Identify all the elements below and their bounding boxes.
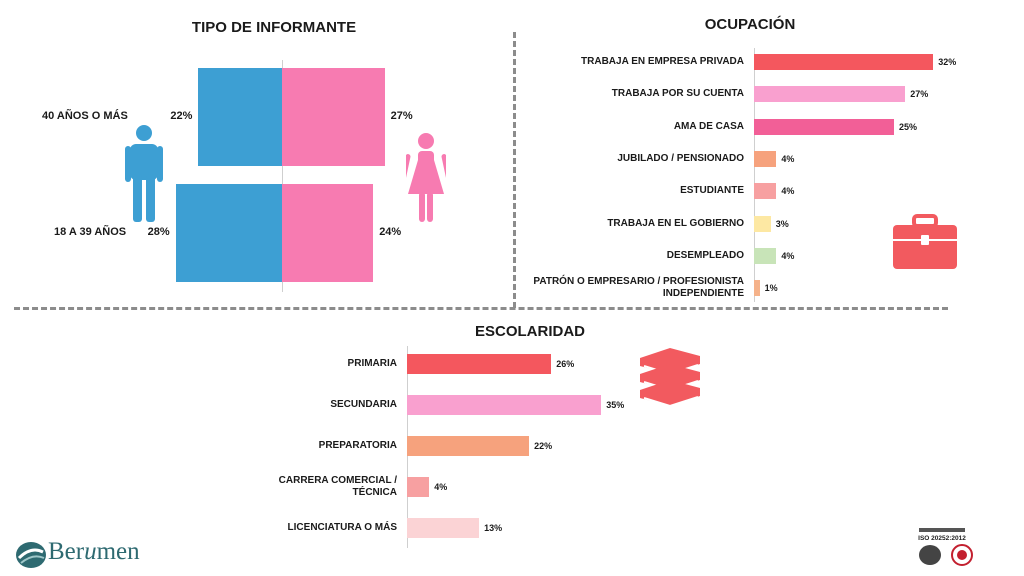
ocupacion-category-label: PATRÓN O EMPRESARIO / PROFESIONISTA INDE… (533, 276, 744, 300)
ocupacion-bar (754, 150, 777, 167)
man-figure-icon (125, 125, 163, 222)
pyramid-category-label: 18 A 39 AÑOS (54, 226, 127, 238)
ocupacion-value-label: 4% (781, 153, 795, 164)
ocupacion-value-label: 32% (938, 57, 957, 67)
berumen-logo-icon (16, 542, 46, 568)
ocupacion-bar (754, 183, 777, 200)
escolaridad-bar (407, 518, 480, 538)
pyramid-value-left: 28% (147, 226, 170, 238)
ocupacion-value-label: 4% (781, 186, 795, 197)
escolaridad-category-label: CARRERA COMERCIAL / TÉCNICA (278, 475, 397, 498)
ocupacion-category-label: TRABAJA EN EMPRESA PRIVADA (581, 56, 744, 67)
tipo-informante-title: TIPO DE INFORMANTE (191, 19, 357, 36)
escolaridad-category-label: PRIMARIA (347, 358, 397, 369)
escolaridad-category-label: PREPARATORIA (318, 440, 397, 451)
escolaridad-category-label: SECUNDARIA (330, 399, 397, 410)
horizontal-divider (14, 307, 948, 310)
ocupacion-category-label: AMA DE CASA (673, 120, 744, 132)
escolaridad-bar (407, 395, 602, 415)
ocupacion-value-label: 3% (775, 218, 789, 229)
escolaridad-category-label: LICENCIATURA O MÁS (287, 522, 397, 533)
ocupacion-category-label: TRABAJA EN EL GOBIERNO (607, 217, 744, 229)
pyramid-value-right: 24% (379, 226, 402, 238)
vertical-divider (513, 32, 516, 308)
ocupacion-title: OCUPACIÓN (704, 16, 796, 33)
books-icon (640, 348, 700, 408)
pyramid-value-right: 27% (390, 110, 413, 122)
ocupacion-bar (754, 247, 777, 264)
ocupacion-category-label: TRABAJA POR SU CUENTA (611, 88, 744, 100)
escolaridad-title: ESCOLARIDAD (474, 323, 585, 340)
woman-figure-icon (406, 133, 446, 222)
escolaridad-value-label: 13% (484, 523, 503, 533)
ocupacion-bar (754, 118, 894, 135)
escolaridad-bar (407, 477, 430, 497)
ocupacion-bar (754, 215, 771, 232)
ocupacion-category-label: ESTUDIANTE (680, 185, 744, 197)
ocupacion-bar (754, 54, 934, 70)
ocupacion-axis (754, 48, 755, 302)
pyramid-center-axis (282, 60, 283, 292)
escolaridad-value-label: 35% (606, 400, 625, 410)
briefcase-icon (893, 214, 957, 269)
pyramid-bar-left (198, 68, 282, 166)
iso-certification-badge: ISO 20252:2012 (913, 526, 981, 570)
ocupacion-value-label: 27% (910, 89, 929, 100)
pyramid-bar-right (282, 68, 385, 166)
ocupacion-value-label: 25% (899, 121, 918, 132)
pyramid-bar-left (175, 184, 282, 282)
berumen-logo-text: Berumen (48, 538, 140, 565)
escolaridad-value-label: 22% (534, 441, 553, 451)
escolaridad-value-label: 26% (556, 359, 575, 369)
ocupacion-category-label: DESEMPLEADO (666, 249, 744, 261)
ocupacion-value-label: 4% (781, 250, 795, 261)
pyramid-category-label: 40 AÑOS O MÁS (42, 110, 128, 122)
ocupacion-category-label: JUBILADO / PENSIONADO (617, 152, 744, 164)
pyramid-bar-right (282, 184, 374, 282)
escolaridad-bar (407, 436, 530, 456)
pyramid-value-left: 22% (170, 110, 193, 122)
escolaridad-bar (407, 354, 552, 374)
escolaridad-value-label: 4% (434, 482, 448, 492)
ocupacion-value-label: 1% (764, 283, 778, 294)
ocupacion-bar (754, 280, 760, 297)
ocupacion-bar (754, 86, 906, 103)
